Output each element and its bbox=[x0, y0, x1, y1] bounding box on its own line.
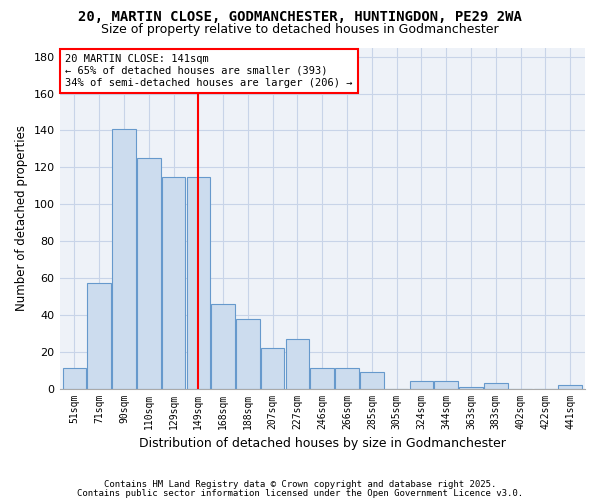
Bar bbox=[434, 381, 458, 388]
Bar bbox=[335, 368, 359, 388]
Y-axis label: Number of detached properties: Number of detached properties bbox=[15, 125, 28, 311]
Bar bbox=[459, 386, 483, 388]
Bar bbox=[410, 381, 433, 388]
Bar bbox=[62, 368, 86, 388]
Bar bbox=[310, 368, 334, 388]
Bar bbox=[187, 176, 210, 388]
Bar bbox=[162, 176, 185, 388]
Bar bbox=[286, 339, 309, 388]
Bar bbox=[559, 385, 582, 388]
Text: 20, MARTIN CLOSE, GODMANCHESTER, HUNTINGDON, PE29 2WA: 20, MARTIN CLOSE, GODMANCHESTER, HUNTING… bbox=[78, 10, 522, 24]
Bar bbox=[261, 348, 284, 389]
Bar bbox=[236, 318, 260, 388]
Text: 20 MARTIN CLOSE: 141sqm
← 65% of detached houses are smaller (393)
34% of semi-d: 20 MARTIN CLOSE: 141sqm ← 65% of detache… bbox=[65, 54, 352, 88]
X-axis label: Distribution of detached houses by size in Godmanchester: Distribution of detached houses by size … bbox=[139, 437, 506, 450]
Text: Contains HM Land Registry data © Crown copyright and database right 2025.: Contains HM Land Registry data © Crown c… bbox=[104, 480, 496, 489]
Bar bbox=[88, 284, 111, 389]
Text: Size of property relative to detached houses in Godmanchester: Size of property relative to detached ho… bbox=[101, 22, 499, 36]
Bar bbox=[484, 383, 508, 388]
Bar bbox=[360, 372, 383, 388]
Text: Contains public sector information licensed under the Open Government Licence v3: Contains public sector information licen… bbox=[77, 490, 523, 498]
Bar bbox=[112, 128, 136, 388]
Bar bbox=[137, 158, 161, 388]
Bar bbox=[211, 304, 235, 388]
